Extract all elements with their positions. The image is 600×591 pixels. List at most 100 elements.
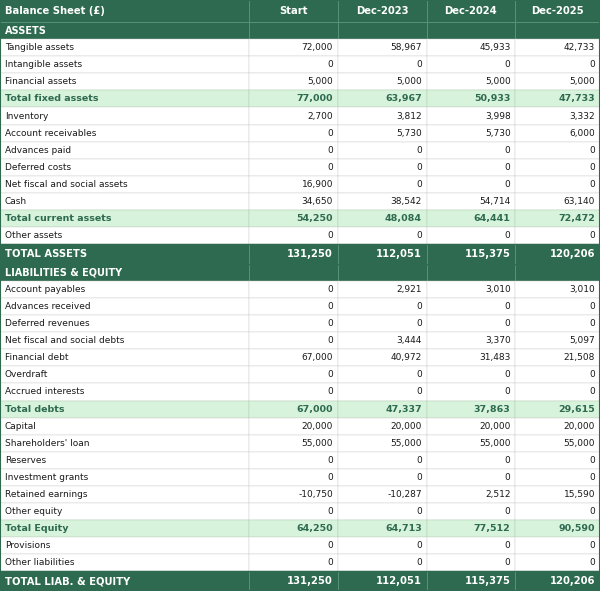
Bar — [515, 315, 600, 332]
Text: 0: 0 — [589, 388, 595, 397]
Text: 31,483: 31,483 — [479, 353, 511, 362]
Text: Dec-2024: Dec-2024 — [445, 6, 497, 16]
Bar — [0, 537, 249, 554]
Bar — [249, 315, 338, 332]
Bar — [427, 176, 515, 193]
Bar — [338, 452, 427, 469]
Bar — [338, 73, 427, 90]
Bar — [515, 73, 600, 90]
Text: 3,998: 3,998 — [485, 112, 511, 121]
Bar — [338, 264, 427, 281]
Bar — [515, 125, 600, 142]
Bar — [338, 176, 427, 193]
Text: Inventory: Inventory — [5, 112, 48, 121]
Bar — [427, 244, 515, 264]
Bar — [427, 264, 515, 281]
Text: 112,051: 112,051 — [376, 249, 422, 259]
Text: Start: Start — [279, 6, 308, 16]
Bar — [515, 193, 600, 210]
Text: Account receivables: Account receivables — [5, 129, 96, 138]
Text: 34,650: 34,650 — [302, 197, 333, 206]
Bar — [338, 401, 427, 418]
Text: Accrued interests: Accrued interests — [5, 388, 84, 397]
Text: Investment grants: Investment grants — [5, 473, 88, 482]
Bar — [249, 503, 338, 520]
Bar — [249, 332, 338, 349]
Text: 0: 0 — [416, 456, 422, 465]
Bar — [249, 73, 338, 90]
Text: 0: 0 — [327, 473, 333, 482]
Bar — [0, 159, 249, 176]
Bar — [249, 159, 338, 176]
Bar — [0, 0, 249, 22]
Bar — [338, 90, 427, 108]
Bar — [249, 469, 338, 486]
Bar — [0, 90, 249, 108]
Text: 55,000: 55,000 — [564, 439, 595, 448]
Text: 0: 0 — [327, 60, 333, 69]
Text: 54,250: 54,250 — [296, 214, 333, 223]
Bar — [249, 520, 338, 537]
Text: Dec-2023: Dec-2023 — [356, 6, 409, 16]
Text: 0: 0 — [327, 371, 333, 379]
Text: Other equity: Other equity — [5, 507, 62, 516]
Bar — [0, 349, 249, 366]
Bar — [0, 401, 249, 418]
Bar — [427, 22, 515, 39]
Bar — [249, 384, 338, 401]
Text: Account payables: Account payables — [5, 285, 85, 294]
Bar — [0, 39, 249, 56]
Text: 0: 0 — [505, 302, 511, 311]
Text: Deferred costs: Deferred costs — [5, 163, 71, 172]
Bar — [0, 298, 249, 315]
Text: Dec-2025: Dec-2025 — [532, 6, 584, 16]
Text: 20,000: 20,000 — [479, 421, 511, 431]
Bar — [0, 281, 249, 298]
Text: Total fixed assets: Total fixed assets — [5, 95, 98, 103]
Bar — [249, 244, 338, 264]
Text: 0: 0 — [505, 146, 511, 155]
Bar — [515, 298, 600, 315]
Text: 0: 0 — [505, 231, 511, 240]
Text: 64,250: 64,250 — [296, 524, 333, 533]
Text: 0: 0 — [416, 302, 422, 311]
Bar — [427, 435, 515, 452]
Bar — [427, 142, 515, 159]
Bar — [249, 264, 338, 281]
Bar — [249, 435, 338, 452]
Text: 0: 0 — [416, 146, 422, 155]
Text: 5,000: 5,000 — [569, 77, 595, 86]
Text: 0: 0 — [416, 388, 422, 397]
Text: 0: 0 — [327, 129, 333, 138]
Bar — [427, 554, 515, 571]
Text: 16,900: 16,900 — [301, 180, 333, 189]
Text: 5,730: 5,730 — [485, 129, 511, 138]
Text: 0: 0 — [327, 302, 333, 311]
Bar — [338, 298, 427, 315]
Text: 0: 0 — [505, 388, 511, 397]
Bar — [338, 332, 427, 349]
Text: 77,000: 77,000 — [296, 95, 333, 103]
Text: 0: 0 — [589, 163, 595, 172]
Bar — [0, 142, 249, 159]
Text: 0: 0 — [505, 507, 511, 516]
Text: 0: 0 — [327, 285, 333, 294]
Bar — [427, 90, 515, 108]
Bar — [515, 418, 600, 435]
Bar — [338, 571, 427, 591]
Text: 3,010: 3,010 — [569, 285, 595, 294]
Text: 0: 0 — [416, 231, 422, 240]
Text: Other liabilities: Other liabilities — [5, 558, 74, 567]
Text: 115,375: 115,375 — [465, 249, 511, 259]
Text: 0: 0 — [589, 456, 595, 465]
Bar — [0, 125, 249, 142]
Text: 37,863: 37,863 — [474, 405, 511, 414]
Bar — [515, 503, 600, 520]
Bar — [338, 159, 427, 176]
Bar — [249, 537, 338, 554]
Bar — [249, 486, 338, 503]
Text: 90,590: 90,590 — [559, 524, 595, 533]
Text: 55,000: 55,000 — [390, 439, 422, 448]
Bar — [427, 315, 515, 332]
Bar — [427, 349, 515, 366]
